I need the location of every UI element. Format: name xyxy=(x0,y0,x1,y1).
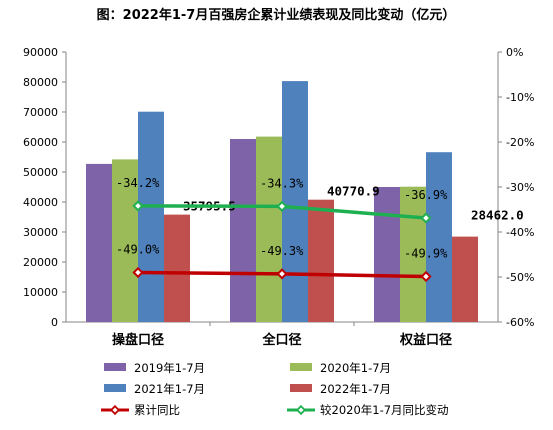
y-left-tick-label: 40000 xyxy=(23,196,58,209)
line-value-label: -49.0% xyxy=(116,243,160,257)
y-left-tick-label: 70000 xyxy=(23,106,58,119)
legend-label: 2021年1-7月 xyxy=(134,382,205,396)
bar xyxy=(164,214,190,322)
line-value-label: -34.2% xyxy=(116,176,160,190)
y-left-tick-label: 80000 xyxy=(23,76,58,89)
y-right-tick-label: 0% xyxy=(506,46,523,59)
bar xyxy=(112,159,138,322)
y-right-tick-label: -40% xyxy=(506,226,534,239)
legend-swatch xyxy=(104,363,126,371)
bar xyxy=(138,111,164,322)
y-right-tick-label: -10% xyxy=(506,91,534,104)
y-right-tick-label: -50% xyxy=(506,271,534,284)
x-category-label: 权益口径 xyxy=(399,332,452,348)
y-left-tick-label: 60000 xyxy=(23,136,58,149)
bar xyxy=(374,187,400,322)
legend-marker xyxy=(109,404,121,416)
bar xyxy=(282,81,308,322)
line-value-label: -34.3% xyxy=(260,176,304,190)
line-value-label: -36.9% xyxy=(404,188,448,202)
x-category-label: 全口径 xyxy=(261,332,301,348)
line-value-label: -49.9% xyxy=(404,247,448,261)
legend-swatch xyxy=(290,384,312,392)
bar xyxy=(426,152,452,322)
y-right-tick-label: -60% xyxy=(506,316,534,329)
bar xyxy=(256,136,282,322)
y-left-tick-label: 10000 xyxy=(23,286,58,299)
line-point xyxy=(132,266,144,279)
y-right-tick-label: -20% xyxy=(506,136,534,149)
y-left-tick-label: 30000 xyxy=(23,226,58,239)
y-left-tick-label: 50000 xyxy=(23,166,58,179)
line-point xyxy=(132,200,144,212)
bar-value-label: 40770.9 xyxy=(327,184,380,199)
legend-label: 2022年1-7月 xyxy=(320,382,391,396)
y-left-tick-label: 20000 xyxy=(23,256,58,269)
bar xyxy=(308,199,334,322)
y-left-tick-label: 90000 xyxy=(23,46,58,59)
line-value-label: -49.3% xyxy=(260,244,304,258)
bar xyxy=(86,163,112,322)
bar-value-label: 28462.0 xyxy=(471,208,524,223)
legend-label: 累计同比 xyxy=(134,403,180,417)
legend-label: 较2020年1-7月同比变动 xyxy=(320,403,449,417)
plot-area: 0 10000 20000 30000 40000 50000 60000 70000 8000… xyxy=(23,46,534,348)
legend-swatch xyxy=(104,384,126,392)
line-point xyxy=(420,212,432,224)
line-point xyxy=(420,270,432,283)
line-point xyxy=(276,268,288,280)
legend: 2019年1-7月 2020年1-7月 2021年1-7月 2022年1-7月累计同比… xyxy=(101,361,449,417)
bar xyxy=(230,139,256,322)
y-left-tick-label: 0 xyxy=(51,316,58,329)
legend-swatch xyxy=(290,363,312,371)
chart-title: 图：2022年1-7月百强房企累计业绩表现及同比变动（亿元） xyxy=(97,7,456,23)
y-right-tick-label: -30% xyxy=(506,181,534,194)
bar xyxy=(400,186,426,322)
legend-marker xyxy=(295,404,307,416)
legend-label: 2019年1-7月 xyxy=(134,361,205,375)
bar xyxy=(452,236,478,322)
line-point xyxy=(276,200,288,212)
x-category-label: 操盘口径 xyxy=(112,332,164,348)
legend-label: 2020年1-7月 xyxy=(320,361,391,375)
